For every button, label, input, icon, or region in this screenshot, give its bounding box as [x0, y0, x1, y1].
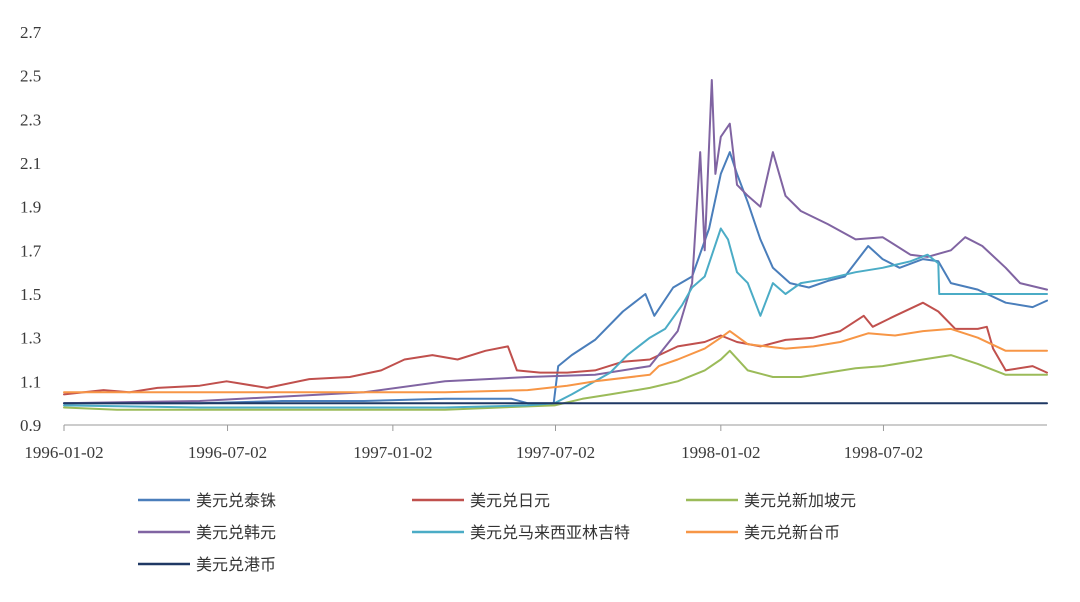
legend-label: 美元兑马来西亚林吉特: [470, 523, 630, 542]
y-axis-ticks: 0.9 1.1 1.3 1.5 1.7 1.9 2.1 2.3 2.5 2.7: [20, 23, 42, 435]
legend-label: 美元兑新加坡元: [744, 491, 856, 510]
y-tick-label: 0.9: [20, 416, 41, 435]
series-line-5: [63, 327, 1048, 394]
y-tick-label: 2.5: [20, 67, 41, 86]
y-tick-label: 2.3: [20, 110, 41, 129]
y-tick-label: 1.1: [20, 372, 41, 391]
legend-label: 美元兑港币: [196, 555, 276, 574]
legend-label: 美元兑韩元: [196, 523, 276, 542]
series-line-2: [63, 349, 1048, 411]
y-tick-label: 1.9: [20, 198, 41, 217]
series-lines: [63, 79, 1048, 411]
legend-label: 美元兑新台币: [744, 523, 840, 542]
x-tick-label: 1997-07-02: [516, 443, 595, 462]
x-tick-label: 1998-07-02: [844, 443, 923, 462]
x-tick-label: 1997-01-02: [353, 443, 432, 462]
x-tick-label: 1998-01-02: [681, 443, 760, 462]
y-tick-label: 1.5: [20, 285, 41, 304]
legend-label: 美元兑泰铢: [196, 491, 276, 510]
y-tick-label: 1.3: [20, 329, 41, 348]
x-tick-label: 1996-07-02: [188, 443, 267, 462]
x-tick-label: 1996-01-02: [24, 443, 103, 462]
y-tick-label: 1.7: [20, 241, 42, 260]
y-tick-label: 2.1: [20, 154, 41, 173]
y-tick-label: 2.7: [20, 23, 42, 42]
legend-label: 美元兑日元: [470, 491, 550, 510]
x-axis-ticks: 1996-01-02 1996-07-02 1997-01-02 1997-07-02…: [24, 425, 923, 462]
series-line-0: [63, 151, 1048, 405]
series-line-1: [63, 301, 1048, 396]
series-line-3: [63, 79, 1048, 405]
